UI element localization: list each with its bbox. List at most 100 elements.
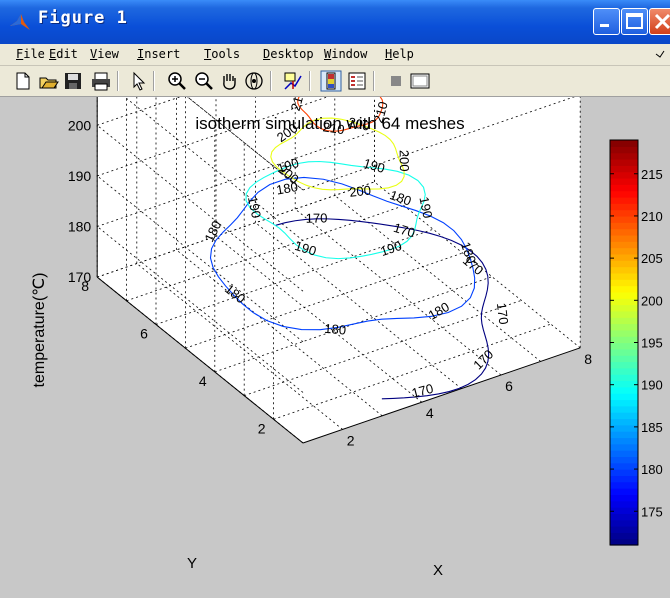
colorbar-swatch [610,304,638,312]
menu-label-rest: iew [97,47,119,61]
x-axis-line [302,347,581,444]
axes-background [97,0,581,443]
colorbar: 175 180 185 190 195 200 205 210 215 [609,139,663,546]
colorbar-swatch [610,431,638,439]
menu-mnemonic: W [324,47,332,61]
colorbar-tick-label: 195 [641,336,663,351]
colorbar-swatch [610,228,638,236]
colorbar-swatch [610,291,638,299]
colorbar-swatch [610,469,638,476]
y-axis-line [96,276,304,444]
save-icon[interactable] [62,70,84,92]
contour-label: 190 [362,155,387,176]
contour-label: 200 [397,150,412,172]
maximize-icon [626,13,643,29]
colorbar-tick-label: 200 [641,293,663,308]
colorbar-swatch [610,538,638,546]
colorbar-swatch [610,532,638,540]
wall-grid-line [96,124,304,292]
colorbar-tick-label: 175 [641,504,663,519]
menu-file[interactable]: File [16,47,45,61]
x-tick-label: 2 [347,432,355,448]
colorbar-tick-label: 215 [641,167,663,182]
contour-190 [245,160,426,260]
colorbar-tick-label: 210 [641,209,663,224]
colorbar-swatch [610,424,638,432]
colorbar-swatch [610,513,638,521]
figure-toolbar [0,66,670,97]
menu-label-rest: ile [23,47,45,61]
minimize-button[interactable] [593,8,620,35]
close-button[interactable] [649,8,670,35]
menu-label-rest: dit [56,47,78,61]
x-axis-label: X [433,562,443,579]
floor-grid-line [334,195,541,362]
colorbar-tick-label: 185 [641,420,663,435]
colorbar-swatch [610,412,638,420]
menu-mnemonic: D [263,47,271,61]
menu-mnemonic: T [204,47,212,61]
x-tick-label: 8 [584,351,592,367]
maximize-button[interactable] [621,8,648,35]
show-plot-tools-icon[interactable] [409,70,431,92]
contour-label: 190 [293,238,318,259]
colorbar-swatch [610,272,638,280]
hide-plot-tools-icon[interactable] [385,70,407,92]
colorbar-tick-label: 180 [641,462,663,477]
menu-insert[interactable]: Insert [137,47,180,61]
menu-mnemonic: H [385,47,393,61]
colorbar-swatch [610,367,638,375]
colorbar-swatch [610,260,638,268]
colorbar-tick-label: 190 [641,378,663,393]
colorbar-swatch [610,241,638,249]
menu-mnemonic: F [16,47,24,61]
new-figure-icon[interactable] [12,70,34,92]
contour-label: 190 [378,238,403,259]
contour-label: 210 [322,119,346,137]
insert-legend-icon[interactable] [346,70,368,92]
data-cursor-icon[interactable] [282,70,304,92]
menu-edit[interactable]: Edit [49,47,78,61]
contour-label: 180 [275,179,299,198]
box-top-edge [96,0,582,191]
open-file-icon[interactable] [38,70,60,92]
print-icon[interactable] [90,70,112,92]
colorbar-swatch [610,494,638,502]
menu-help[interactable]: Help [385,47,414,61]
colorbar-swatch [610,247,638,255]
menu-window[interactable]: Window [324,47,367,61]
zoom-in-icon[interactable] [166,70,188,92]
y-tick-label: 4 [199,373,207,389]
colorbar-swatch [610,310,638,318]
wall-grid-line [96,175,304,343]
contour-label: 190 [416,195,435,219]
menu-overflow-icon[interactable] [655,48,665,62]
colorbar-swatch [610,361,638,369]
pan-hand-icon[interactable] [218,70,240,92]
menu-desktop[interactable]: Desktop [263,47,314,61]
edit-plot-arrow-icon[interactable] [128,70,150,92]
contour-label: 200 [347,114,372,134]
menu-view[interactable]: View [90,47,119,61]
title-bar[interactable]: Figure 1 [0,0,670,44]
toolbar-separator [270,71,272,91]
colorbar-swatch [610,526,638,533]
colorbar-swatch [610,323,638,331]
rotate-3d-icon[interactable] [243,70,265,92]
menu-tools[interactable]: Tools [204,47,240,61]
contour-label: 180 [458,240,479,265]
floor-grid-line [294,208,502,376]
contour-label: 170 [306,210,328,225]
close-icon [654,13,670,30]
insert-colorbar-icon[interactable] [320,70,342,92]
menu-mnemonic: E [49,47,57,61]
floor-grid-line [215,235,423,403]
colorbar-swatch [610,266,638,274]
zoom-out-icon[interactable] [193,70,215,92]
colorbar-swatch [610,462,638,470]
colorbar-swatch [610,152,638,160]
colorbar-swatch [610,507,638,514]
floor-grid-line [273,323,551,420]
